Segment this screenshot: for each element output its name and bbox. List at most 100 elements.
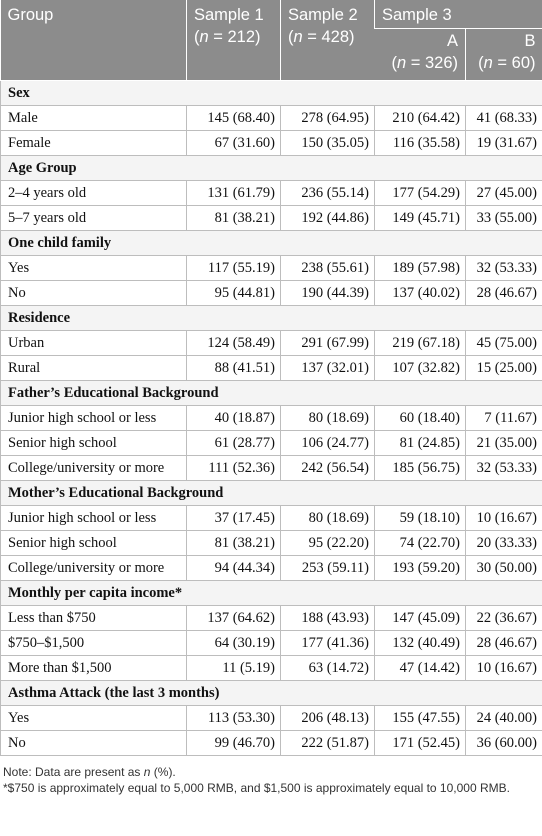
sample3a-cell: 171 (52.45): [374, 730, 466, 756]
sample3b-cell: 33 (55.00): [465, 205, 542, 231]
sample3a-name: A: [446, 32, 458, 50]
sample3-column-header: Sample 3: [374, 0, 542, 29]
table-row: 5–7 years old 81 (38.21) 192 (44.86) 149 (4…: [0, 205, 542, 231]
sample2-cell: 137 (32.01): [280, 355, 375, 381]
sample3b-cell: 28 (46.67): [465, 630, 542, 656]
section-header-row: Residence: [0, 305, 542, 331]
sample3a-cell: 59 (18.10): [374, 505, 466, 531]
row-label: Junior high school or less: [0, 505, 187, 531]
sample3a-cell: 149 (45.71): [374, 205, 466, 231]
row-label: Junior high school or less: [0, 405, 187, 431]
sample3a-cell: 74 (22.70): [374, 530, 466, 556]
sample3a-cell: 107 (32.82): [374, 355, 466, 381]
row-label: Male: [0, 105, 187, 131]
sample1-cell: 67 (31.60): [186, 130, 281, 156]
table-row: $750–$1,500 64 (30.19) 177 (41.36) 132 (40.…: [0, 630, 542, 656]
sample2-cell: 222 (51.87): [280, 730, 375, 756]
sample2-n-value: = 428): [302, 28, 355, 46]
sample2-cell: 206 (48.13): [280, 705, 375, 731]
section-header-row: Monthly per capita income*: [0, 580, 542, 606]
sample1-cell: 37 (17.45): [186, 505, 281, 531]
sample1-cell: 88 (41.51): [186, 355, 281, 381]
table-row: Female 67 (31.60) 150 (35.05) 116 (35.58) 19…: [0, 130, 542, 156]
sample3-name: Sample 3: [382, 6, 452, 24]
section-header-row: Mother’s Educational Background: [0, 480, 542, 506]
sample2-cell: 177 (41.36): [280, 630, 375, 656]
sample3b-cell: 27 (45.00): [465, 180, 542, 206]
sample1-cell: 99 (46.70): [186, 730, 281, 756]
table-header: Group Sample 1 (n = 212) Sample 2 (n = 4…: [0, 0, 542, 81]
group-column-header: Group: [0, 0, 187, 81]
sample2-cell: 236 (55.14): [280, 180, 375, 206]
section-header-row: Sex: [0, 80, 542, 106]
sample3a-column-header: A (n = 326): [374, 28, 466, 81]
section-title: Mother’s Educational Background: [0, 480, 542, 506]
sample1-cell: 145 (68.40): [186, 105, 281, 131]
row-label: Less than $750: [0, 605, 187, 631]
sample3b-cell: 15 (25.00): [465, 355, 542, 381]
table-row: Yes 113 (53.30) 206 (48.13) 155 (47.55) 24 (…: [0, 705, 542, 731]
table-row: College/university or more 94 (44.34) 253 …: [0, 555, 542, 581]
sample3a-cell: 132 (40.49): [374, 630, 466, 656]
table-row: No 99 (46.70) 222 (51.87) 171 (52.45) 36 (60…: [0, 730, 542, 756]
sample2-cell: 188 (43.93): [280, 605, 375, 631]
row-label: College/university or more: [0, 555, 187, 581]
sample3b-cell: 41 (68.33): [465, 105, 542, 131]
table-row: Senior high school 81 (38.21) 95 (22.20) 74…: [0, 530, 542, 556]
sample3a-n-value: = 326): [406, 54, 458, 72]
section-header-row: Asthma Attack (the last 3 months): [0, 680, 542, 706]
section-header-row: Father’s Educational Background: [0, 380, 542, 406]
section-title: Sex: [0, 80, 542, 106]
row-label: Yes: [0, 705, 187, 731]
sample1-name: Sample 1: [194, 6, 264, 24]
sample3b-cell: 22 (36.67): [465, 605, 542, 631]
row-label: Urban: [0, 330, 187, 356]
sample1-cell: 124 (58.49): [186, 330, 281, 356]
table-row: Male 145 (68.40) 278 (64.95) 210 (64.42) 41 …: [0, 105, 542, 131]
sample3a-n-label: n: [396, 54, 407, 72]
sample2-cell: 95 (22.20): [280, 530, 375, 556]
row-label: No: [0, 730, 187, 756]
sample3a-cell: 210 (64.42): [374, 105, 466, 131]
row-label: $750–$1,500: [0, 630, 187, 656]
sample3b-cell: 10 (16.67): [465, 655, 542, 681]
table-row: College/university or more 111 (52.36) 242…: [0, 455, 542, 481]
row-label: No: [0, 280, 187, 306]
sample3b-column-header: B (n = 60): [465, 28, 542, 81]
row-label: Rural: [0, 355, 187, 381]
section-header-row: One child family: [0, 230, 542, 256]
sample2-cell: 278 (64.95): [280, 105, 375, 131]
sample1-n-label: n: [199, 28, 209, 46]
sample1-cell: 117 (55.19): [186, 255, 281, 281]
section-title: One child family: [0, 230, 542, 256]
sample1-cell: 81 (38.21): [186, 530, 281, 556]
note1-n: n: [143, 765, 151, 779]
sample3b-cell: 19 (31.67): [465, 130, 542, 156]
sample1-column-header: Sample 1 (n = 212): [186, 0, 281, 81]
table-row: Junior high school or less 37 (17.45) 80 (…: [0, 505, 542, 531]
sample1-cell: 64 (30.19): [186, 630, 281, 656]
sample3b-cell: 30 (50.00): [465, 555, 542, 581]
sample2-cell: 80 (18.69): [280, 505, 375, 531]
note1-prefix: Note: Data are present as: [3, 765, 144, 779]
sample2-cell: 242 (56.54): [280, 455, 375, 481]
row-label: 5–7 years old: [0, 205, 187, 231]
row-label: College/university or more: [0, 455, 187, 481]
sample3a-cell: 137 (40.02): [374, 280, 466, 306]
table-container: Group Sample 1 (n = 212) Sample 2 (n = 4…: [0, 0, 542, 795]
sample3a-cell: 81 (24.85): [374, 430, 466, 456]
table-row: Senior high school 61 (28.77) 106 (24.77) 8…: [0, 430, 542, 456]
sample2-column-header: Sample 2 (n = 428): [280, 0, 375, 81]
sample1-cell: 131 (61.79): [186, 180, 281, 206]
sample1-cell: 61 (28.77): [186, 430, 281, 456]
section-title: Residence: [0, 305, 542, 331]
sample3b-n-label: n: [483, 54, 493, 72]
table-row: Rural 88 (41.51) 137 (32.01) 107 (32.82) 15 …: [0, 355, 542, 381]
sample3b-cell: 24 (40.00): [465, 705, 542, 731]
sample2-name: Sample 2: [288, 6, 358, 24]
sample3b-cell: 10 (16.67): [465, 505, 542, 531]
sample1-cell: 81 (38.21): [186, 205, 281, 231]
sample2-cell: 106 (24.77): [280, 430, 375, 456]
sample3a-cell: 116 (35.58): [374, 130, 466, 156]
row-label: Senior high school: [0, 530, 187, 556]
